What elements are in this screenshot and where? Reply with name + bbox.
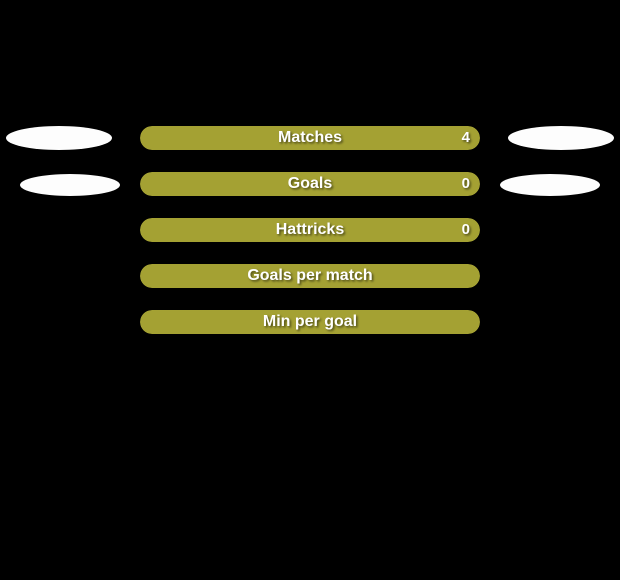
stat-value: 4 (462, 126, 470, 150)
stat-row: Hattricks0 (0, 206, 620, 252)
stat-label: Hattricks (140, 218, 480, 242)
stat-label: Goals per match (140, 264, 480, 288)
player2-pill (500, 174, 600, 196)
stat-value: 0 (462, 172, 470, 196)
player1-pill (20, 174, 120, 196)
stat-label: Min per goal (140, 310, 480, 334)
stat-bar: Hattricks0 (140, 218, 480, 242)
stat-bar: Min per goal (140, 310, 480, 334)
stat-label: Goals (140, 172, 480, 196)
stat-row: Goals0 (0, 160, 620, 206)
stat-value: 0 (462, 218, 470, 242)
comparison-chart: Matches4Goals0Hattricks0Goals per matchM… (0, 114, 620, 344)
stat-label: Matches (140, 126, 480, 150)
stat-bar: Goals per match (140, 264, 480, 288)
stat-row: Goals per match (0, 252, 620, 298)
player1-pill (6, 126, 112, 150)
stat-row: Min per goal (0, 298, 620, 344)
stat-bar: Goals0 (140, 172, 480, 196)
stat-bar: Matches4 (140, 126, 480, 150)
player2-pill (508, 126, 614, 150)
stat-row: Matches4 (0, 114, 620, 160)
